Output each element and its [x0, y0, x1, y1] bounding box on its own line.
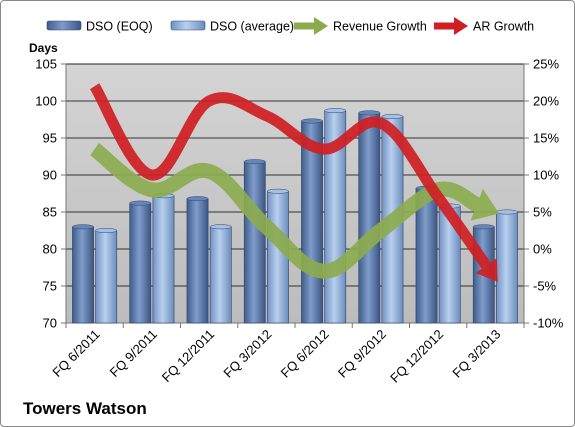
- bar-cap: [95, 228, 118, 233]
- bar-dso-eoq: [72, 226, 94, 324]
- legend-label: AR Growth: [473, 20, 534, 34]
- y2-tick-label: 10%: [533, 168, 559, 183]
- ar-growth-head: [475, 258, 498, 282]
- bar-cap: [324, 108, 347, 114]
- x-tick-label: FQ 9/2012: [335, 327, 389, 381]
- bar-cap: [209, 224, 232, 230]
- legend-swatch-head: [454, 17, 468, 35]
- legend: DSO (EOQ) DSO (average) Revenue Growth AR G…: [46, 17, 534, 35]
- revenue-growth-line: [89, 142, 481, 279]
- bar-dso-avg: [95, 230, 118, 324]
- x-tick-label: FQ 6/2011: [49, 327, 102, 380]
- bar-dso-eoq: [243, 161, 266, 324]
- y-tick-label: 75: [43, 279, 57, 294]
- bar-cap: [186, 196, 209, 202]
- y-tick-label: 95: [43, 131, 57, 146]
- legend-item: AR Growth: [434, 17, 534, 35]
- plot-area: 70 75 80 85 90 95 100 105 -10% -5% 0% 5% 10% 15% 20% 25…: [29, 41, 564, 386]
- bar-cap: [472, 224, 495, 230]
- bar-cap: [496, 209, 518, 215]
- bar-cap: [129, 200, 152, 206]
- bar-cap: [381, 114, 404, 119]
- bar-dso-avg: [152, 195, 175, 324]
- legend-swatch: [46, 20, 82, 31]
- y2-tick-label: -5%: [533, 279, 557, 294]
- bar-dso-eoq: [358, 112, 381, 324]
- y2-tick-label: 20%: [533, 94, 559, 109]
- legend-swatch-head: [314, 17, 328, 35]
- y-tick-label: 70: [43, 316, 57, 331]
- x-tick-label: FQ 3/2013: [449, 327, 503, 381]
- legend-swatch: [170, 20, 206, 31]
- bar-dso-avg: [496, 211, 518, 324]
- y2-tick-label: 5%: [533, 205, 552, 220]
- bar-cap: [301, 118, 323, 124]
- revenue-growth-head: [470, 188, 500, 221]
- y-tick-label: 80: [43, 242, 57, 257]
- bar-dso-eoq: [186, 198, 209, 324]
- x-tick-label: FQ 12/2012: [387, 327, 446, 386]
- y-tick-label: 105: [35, 57, 57, 72]
- y-tick-label: 100: [35, 94, 57, 109]
- legend-item: DSO (EOQ): [46, 20, 153, 34]
- bar-dso-avg: [209, 226, 232, 324]
- bar-cap: [243, 159, 266, 165]
- company-name: Towers Watson: [23, 399, 147, 418]
- y-tick-label: 85: [43, 205, 57, 220]
- y2-tick-label: 15%: [533, 131, 559, 146]
- ar-growth-line: [89, 83, 491, 269]
- y2-tick-label: 25%: [533, 57, 559, 72]
- bar-cap: [358, 110, 381, 116]
- y2-tick-label: -10%: [533, 316, 564, 331]
- legend-label: DSO (average): [210, 20, 294, 34]
- bar-cap: [267, 188, 289, 194]
- bar-cap: [72, 224, 94, 230]
- x-tick-label: FQ 9/2011: [107, 327, 160, 380]
- legend-label: DSO (EOQ): [86, 20, 153, 34]
- y-axis-title: Days: [29, 41, 58, 55]
- legend-item: Revenue Growth: [294, 17, 427, 35]
- x-tick-label: FQ 6/2012: [278, 327, 332, 381]
- x-tick-label: FQ 3/2012: [220, 327, 274, 381]
- legend-item: DSO (average): [170, 20, 294, 34]
- x-tick-label: FQ 12/2011: [159, 327, 217, 385]
- bar-dso-eoq: [129, 202, 152, 324]
- bar-dso-avg: [267, 190, 289, 324]
- legend-label: Revenue Growth: [333, 20, 427, 34]
- y-tick-label: 90: [43, 168, 57, 183]
- y2-tick-label: 0%: [533, 242, 552, 257]
